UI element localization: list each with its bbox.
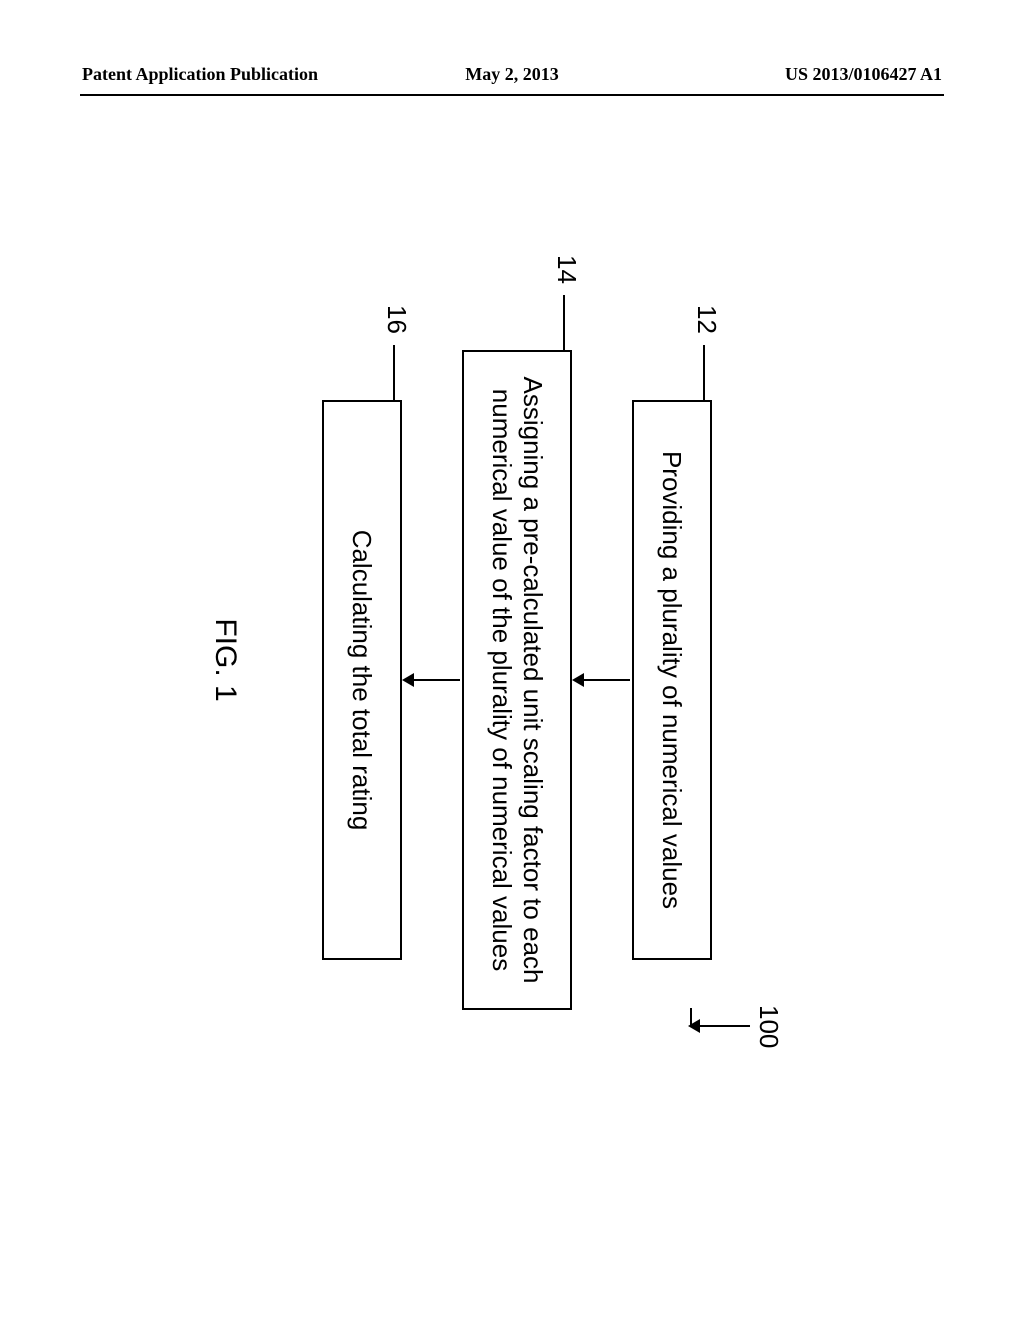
step-box-14: Assigning a pre-calculated unit scaling … [462,350,572,1010]
figure-label: FIG. 1 [208,618,242,701]
arrow-14-to-16 [404,679,460,681]
ref-16: 16 [381,305,412,334]
header-left: Patent Application Publication [82,64,318,85]
step-text: Providing a plurality of numerical value… [657,451,688,909]
step-box-12: Providing a plurality of numerical value… [632,400,712,960]
ref-12: 12 [691,305,722,334]
ref-100: 100 [753,1005,784,1048]
step-box-16: Calculating the total rating [322,400,402,960]
lead-line-16 [393,345,395,400]
lead-line-12 [703,345,705,400]
lead-line-100-h [690,1008,692,1026]
ref-14: 14 [551,255,582,284]
flowchart-rotated-wrap: 100 12 Providing a plurality of numerica… [162,190,862,1130]
step-text: Assigning a pre-calculated unit scaling … [486,372,548,988]
flowchart: 100 12 Providing a plurality of numerica… [162,190,862,1130]
header-rule [80,94,944,96]
lead-line-14 [563,295,565,350]
page-header: Patent Application Publication May 2, 20… [0,64,1024,104]
header-date: May 2, 2013 [465,64,559,85]
lead-line-100 [690,1025,750,1027]
arrow-12-to-14 [574,679,630,681]
header-pubnum: US 2013/0106427 A1 [785,64,942,85]
page: Patent Application Publication May 2, 20… [0,0,1024,1320]
step-text: Calculating the total rating [347,530,378,831]
